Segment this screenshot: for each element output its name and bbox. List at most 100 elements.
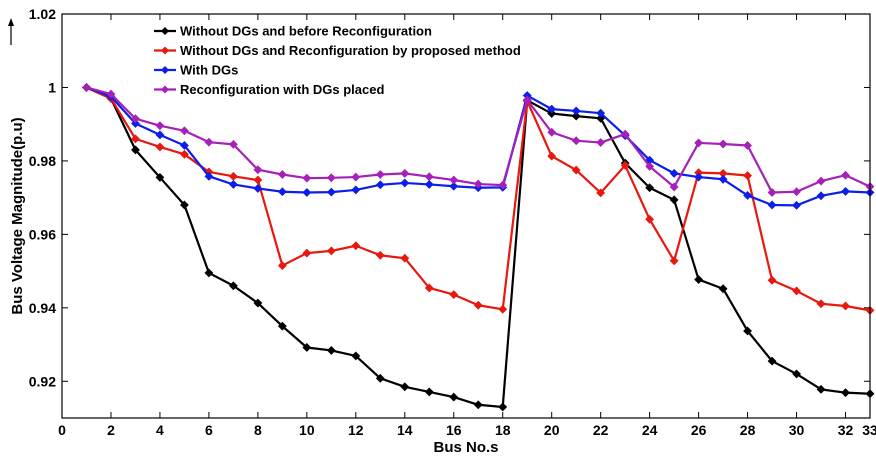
data-point-without-dgs-and-before-reconfiguration [228,281,238,291]
data-point-reconfiguration-with-dgs-placed [375,170,385,179]
data-point-without-dgs-and-before-reconfiguration [694,275,704,284]
data-point-with-dgs [204,171,214,181]
x-tick-label: 12 [348,422,364,438]
data-point-without-dgs-and-reconfiguration-by-proposed-method [841,301,850,311]
data-point-without-dgs-and-reconfiguration-by-proposed-method [571,165,581,175]
data-point-with-dgs [669,168,679,178]
x-tick-label: 2 [107,422,115,438]
data-point-without-dgs-and-before-reconfiguration [816,384,826,394]
data-point-reconfiguration-with-dgs-placed [498,180,508,190]
data-point-reconfiguration-with-dgs-placed [400,168,410,178]
x-axis-title: Bus No.s [433,439,498,456]
data-point-with-dgs [326,187,336,197]
data-point-without-dgs-and-reconfiguration-by-proposed-method [473,300,483,310]
data-point-reconfiguration-with-dgs-placed [131,114,140,124]
legend-entry: Without DGs and before Reconfiguration [154,24,432,39]
data-point-with-dgs [718,174,728,184]
data-point-reconfiguration-with-dgs-placed [473,179,483,189]
data-point-with-dgs [596,108,606,118]
data-point-without-dgs-and-before-reconfiguration [669,195,679,205]
data-point-without-dgs-and-reconfiguration-by-proposed-method [400,253,410,263]
data-point-without-dgs-and-before-reconfiguration [155,173,165,182]
data-point-reconfiguration-with-dgs-placed [204,137,214,147]
data-point-without-dgs-and-reconfiguration-by-proposed-method [816,299,826,309]
data-point-without-dgs-and-before-reconfiguration [204,268,214,278]
legend-box [148,20,518,102]
x-tick-label: 8 [254,422,262,438]
series-reconfiguration-with-dgs-placed [82,83,875,197]
data-point-without-dgs-and-reconfiguration-by-proposed-method [155,142,165,152]
x-tick-label: 24 [642,422,658,438]
legend: Without DGs and before Reconfiguration Wi… [148,20,521,102]
data-point-without-dgs-and-before-reconfiguration [767,356,777,366]
data-point-with-dgs [694,172,704,182]
data-point-without-dgs-and-before-reconfiguration [449,392,459,402]
data-point-reconfiguration-with-dgs-placed [82,83,91,92]
legend-label: Without DGs and Reconfiguration by propo… [180,43,521,58]
data-point-reconfiguration-with-dgs-placed [596,138,606,147]
data-point-without-dgs-and-before-reconfiguration [718,284,728,294]
data-point-reconfiguration-with-dgs-placed [718,139,728,149]
data-point-without-dgs-and-reconfiguration-by-proposed-method [767,275,777,285]
data-point-without-dgs-and-before-reconfiguration [131,145,140,155]
data-point-without-dgs-and-before-reconfiguration [841,388,850,398]
x-tick-label: 20 [544,422,560,438]
data-point-reconfiguration-with-dgs-placed [669,182,679,192]
data-point-without-dgs-and-before-reconfiguration [571,111,581,121]
data-point-with-dgs [400,178,410,188]
y-tick-label: 1 [48,79,56,95]
data-point-with-dgs [375,180,385,190]
y-axis-arrow-indicator [8,18,14,45]
x-tick-label: 16 [446,422,462,438]
legend-entry: Reconfiguration with DGs placed [154,82,384,97]
data-point-with-dgs [816,191,826,201]
data-point-without-dgs-and-before-reconfiguration [400,382,410,392]
data-point-without-dgs-and-reconfiguration-by-proposed-method [596,188,606,198]
data-point-without-dgs-and-before-reconfiguration [743,326,753,336]
data-point-reconfiguration-with-dgs-placed [743,141,753,150]
data-point-without-dgs-and-reconfiguration-by-proposed-method [743,171,753,181]
data-point-without-dgs-and-before-reconfiguration [179,200,189,210]
data-point-reconfiguration-with-dgs-placed [155,121,165,131]
data-point-with-dgs [743,191,753,200]
data-point-reconfiguration-with-dgs-placed [106,89,116,99]
data-point-with-dgs [767,200,777,210]
data-point-without-dgs-and-before-reconfiguration [375,373,385,383]
data-point-with-dgs [277,187,287,197]
data-point-reconfiguration-with-dgs-placed [302,173,312,183]
data-point-with-dgs [131,119,140,128]
data-point-without-dgs-and-before-reconfiguration [277,321,287,331]
x-tick-label: 14 [397,422,413,438]
data-point-with-dgs [351,185,361,195]
legend-marker-swatch [161,85,169,94]
y-tick-label: 1.02 [29,6,56,22]
data-point-without-dgs-and-reconfiguration-by-proposed-method [351,241,361,251]
data-point-reconfiguration-with-dgs-placed [792,187,801,197]
x-tick-label: 0 [58,422,66,438]
data-point-without-dgs-and-reconfiguration-by-proposed-method [131,134,140,144]
data-point-without-dgs-and-before-reconfiguration [302,343,312,352]
data-point-reconfiguration-with-dgs-placed [277,170,287,179]
data-point-with-dgs [179,141,189,150]
data-point-without-dgs-and-reconfiguration-by-proposed-method [277,261,287,271]
data-point-reconfiguration-with-dgs-placed [326,173,336,183]
data-point-without-dgs-and-reconfiguration-by-proposed-method [449,290,459,300]
data-point-without-dgs-and-reconfiguration-by-proposed-method [498,304,508,314]
data-point-without-dgs-and-reconfiguration-by-proposed-method [375,250,385,260]
y-tick-label: 0.96 [29,226,56,242]
legend-marker-swatch [161,46,169,55]
data-point-reconfiguration-with-dgs-placed [620,129,630,139]
data-point-without-dgs-and-reconfiguration-by-proposed-method [424,283,434,293]
data-point-reconfiguration-with-dgs-placed [253,165,263,175]
data-point-reconfiguration-with-dgs-placed [351,172,361,182]
data-point-with-dgs [449,181,459,191]
data-point-with-dgs [841,186,850,196]
data-point-without-dgs-and-reconfiguration-by-proposed-method [645,214,655,224]
x-tick-label: 30 [789,422,805,438]
data-point-without-dgs-and-before-reconfiguration [498,402,508,412]
data-point-without-dgs-and-before-reconfiguration [424,387,434,397]
x-tick-label: 32 [838,422,854,438]
data-point-without-dgs-and-reconfiguration-by-proposed-method [620,160,630,170]
data-point-reconfiguration-with-dgs-placed [694,138,704,148]
data-point-without-dgs-and-before-reconfiguration [792,369,801,379]
